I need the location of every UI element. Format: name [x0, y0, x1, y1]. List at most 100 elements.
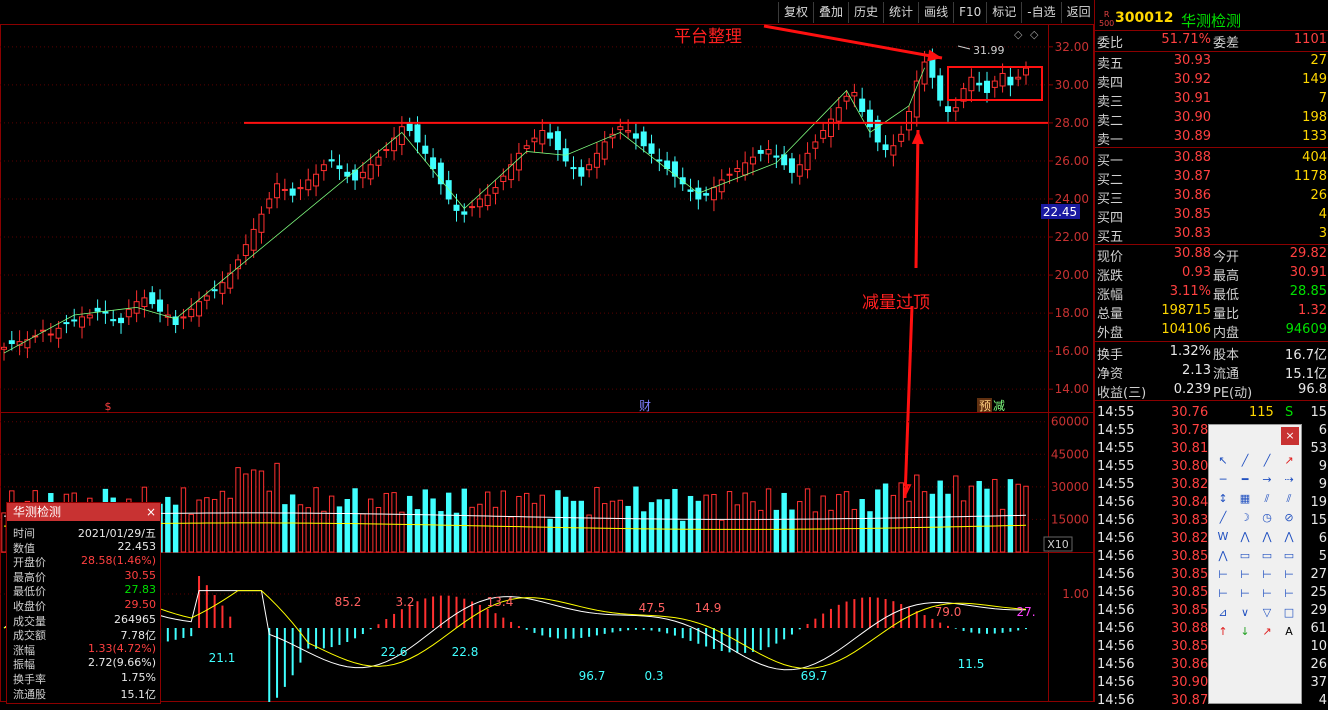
candle — [313, 173, 320, 187]
candle — [94, 307, 101, 312]
indicator-value-label: 11.5 — [958, 657, 985, 671]
chart-frame — [0, 24, 1094, 702]
data-window-label: 最高价 — [13, 570, 46, 584]
bid-volume: 4 — [1318, 207, 1327, 222]
drawing-tool-icon[interactable]: A — [1285, 625, 1293, 638]
drawing-tool-icon[interactable]: ↓ — [1240, 625, 1250, 638]
candle — [999, 72, 1006, 87]
toolbar-button-5[interactable]: F10 — [953, 2, 986, 23]
drawing-tool-icon[interactable]: ⊢ — [1262, 568, 1272, 581]
data-window-row: 振幅 2.72(9.66%) — [7, 656, 160, 671]
close-icon[interactable]: × — [1281, 427, 1299, 445]
drawing-tool-icon[interactable]: ∨ — [1240, 606, 1250, 619]
drawing-tool-icon[interactable]: ⋀ — [1218, 549, 1228, 562]
volume-bar — [336, 506, 343, 553]
tick-price: 30.85 — [1171, 549, 1209, 564]
volume-bar — [609, 500, 616, 553]
toolbar-button-1[interactable]: 叠加 — [813, 2, 848, 23]
candle — [539, 130, 546, 145]
drawing-tool-icon[interactable]: ⋀ — [1284, 530, 1294, 543]
tick-count: 9 — [1318, 477, 1327, 492]
drawing-tool-icon[interactable]: ⫽ — [1286, 492, 1292, 505]
volume-bar — [797, 501, 803, 553]
drawing-tool-icon[interactable]: ▽ — [1262, 606, 1272, 619]
candle — [554, 131, 561, 151]
tick-time: 14:56 — [1097, 603, 1135, 618]
drawing-tool-icon[interactable]: ━ — [1241, 473, 1249, 486]
chart-canvas[interactable]: 32.00 30.00 28.00 26.00 24.00 22.00 20.00 18.00… — [0, 0, 1094, 702]
drawing-tool-icon[interactable]: ▦ — [1239, 492, 1251, 505]
volume-bar — [719, 519, 725, 553]
volume-bar — [906, 500, 912, 553]
volume-bar — [984, 488, 990, 553]
drawing-tool-icon[interactable]: ▭ — [1283, 549, 1295, 562]
drawing-tool-icon[interactable]: ↗ — [1284, 454, 1294, 467]
candle — [172, 316, 179, 326]
drawing-tool-icon[interactable]: ▭ — [1261, 549, 1273, 562]
drawing-tool-icon[interactable]: ⋀ — [1240, 530, 1250, 543]
volume-bar — [828, 509, 834, 553]
drawing-tool-icon[interactable]: ⊢ — [1218, 587, 1228, 600]
drawing-tool-icon[interactable]: ⊢ — [1218, 568, 1228, 581]
drawing-tool-icon[interactable]: ⊿ — [1218, 606, 1228, 619]
drawing-tool-icon[interactable]: ↑ — [1218, 625, 1228, 638]
drawing-tool-icon[interactable]: ⊢ — [1284, 568, 1294, 581]
data-window[interactable]: 华测检测 × 时间 2021/01/29/五 数值 22.453 开盘价 28.58(1.4… — [6, 502, 161, 704]
drawing-tool-icon[interactable]: ⋀ — [1262, 530, 1272, 543]
quote-value: 30.91 — [1289, 265, 1327, 280]
quote-row: 涨跌 0.93 最高 30.91 — [1095, 264, 1328, 284]
volume-bar — [867, 511, 873, 553]
candle — [508, 164, 515, 181]
drawing-tool-icon[interactable]: → — [1262, 473, 1272, 486]
toolbar-button-7[interactable]: -自选 — [1021, 2, 1060, 23]
drawing-tool-icon[interactable]: ↕ — [1218, 492, 1228, 505]
dea-line — [3, 590, 1027, 669]
toolbar-button-0[interactable]: 复权 — [778, 2, 813, 23]
ask-volume: 149 — [1302, 72, 1327, 87]
drawing-tool-icon[interactable]: ⊢ — [1262, 587, 1272, 600]
drawing-tool-icon[interactable]: ╱ — [1219, 511, 1227, 524]
drawing-tool-icon[interactable]: W — [1217, 530, 1229, 543]
drawing-tool-icon[interactable]: □ — [1283, 606, 1295, 619]
drawing-tool-icon[interactable]: ▭ — [1239, 549, 1251, 562]
drawing-tool-icon[interactable]: ⊢ — [1240, 568, 1250, 581]
drawing-tool-icon[interactable]: ⇢ — [1284, 473, 1294, 486]
drawing-tool-icon[interactable]: ⊢ — [1240, 587, 1250, 600]
data-window-value: 1.33(4.72%) — [87, 641, 156, 655]
drawing-tool-icon[interactable]: ╱ — [1263, 454, 1271, 467]
toolbar-button-6[interactable]: 标记 — [986, 2, 1021, 23]
candle — [570, 167, 577, 170]
drawing-tool-icon[interactable]: ╱ — [1241, 454, 1249, 467]
volume-bar — [180, 487, 187, 553]
toolbar-button-3[interactable]: 统计 — [883, 2, 918, 23]
volume-bar — [789, 509, 795, 553]
volume-bar — [695, 500, 702, 553]
close-icon[interactable]: × — [145, 505, 156, 519]
volume-bar — [352, 488, 358, 553]
drawing-tool-icon[interactable]: ⊢ — [1284, 587, 1294, 600]
indicator-value-label: 79.0 — [935, 605, 962, 619]
drawing-tool-icon[interactable]: ◷ — [1262, 511, 1272, 524]
tick-time: 14:56 — [1097, 531, 1135, 546]
toolbar-button-2[interactable]: 历史 — [848, 2, 883, 23]
toolbar-button-8[interactable]: 返回 — [1060, 2, 1096, 23]
drawing-tool-icon[interactable]: ⫽ — [1264, 492, 1270, 505]
tick-volume: 115 — [1249, 405, 1274, 420]
data-window-row: 开盘价 28.58(1.46%) — [7, 554, 160, 569]
candle — [157, 299, 164, 312]
data-window-value: 27.83 — [124, 583, 157, 597]
drawing-tool-icon[interactable]: ↗ — [1262, 625, 1272, 638]
drawing-tool-icon[interactable]: ☽ — [1240, 511, 1250, 524]
ask-price: 30.91 — [1173, 91, 1211, 106]
drawing-tool-icon[interactable]: ↖ — [1218, 454, 1228, 467]
tick-count: 6 — [1318, 423, 1327, 438]
volume-bar — [250, 469, 257, 553]
fund-value: 96.8 — [1298, 382, 1327, 397]
drawing-tool-icon[interactable]: ─ — [1219, 473, 1227, 486]
drawing-tool-icon[interactable]: ⊘ — [1284, 511, 1294, 524]
candle — [640, 131, 647, 147]
candle — [305, 179, 312, 191]
candle — [749, 156, 756, 165]
stock-name: 华测检测 — [1181, 12, 1242, 30]
toolbar-button-4[interactable]: 画线 — [918, 2, 953, 23]
